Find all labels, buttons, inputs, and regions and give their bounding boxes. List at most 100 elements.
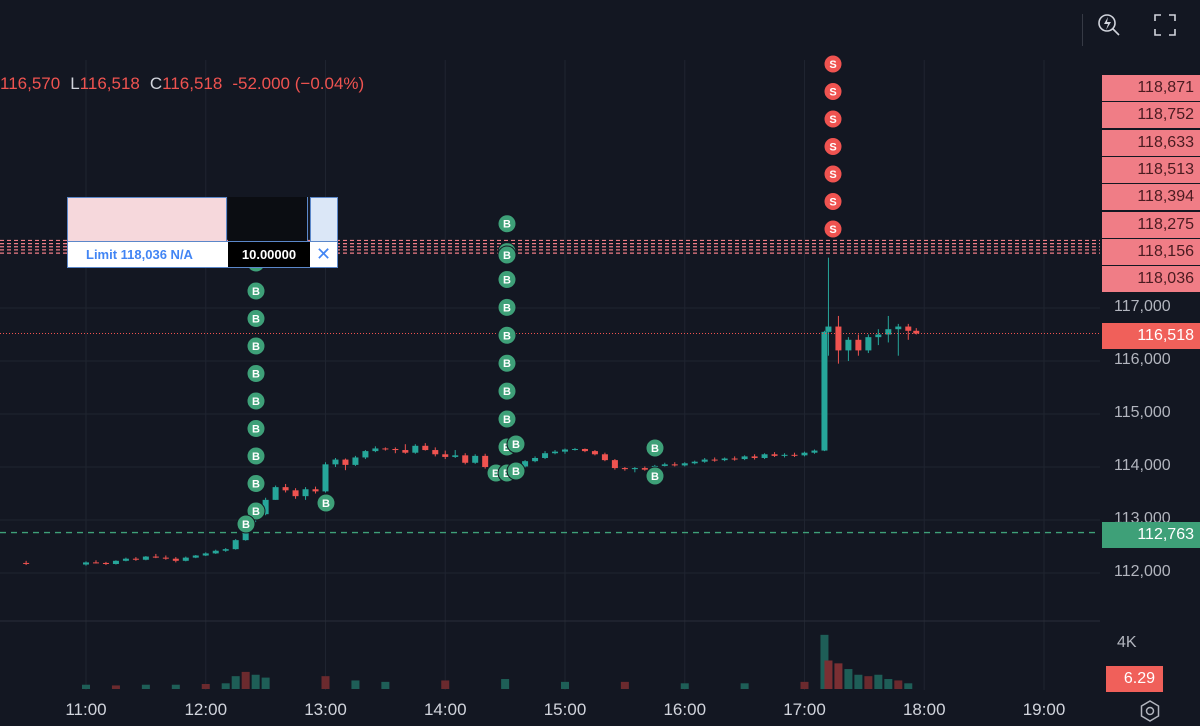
candle-body bbox=[312, 489, 319, 492]
candle-body bbox=[791, 454, 798, 456]
candle-body bbox=[232, 540, 239, 550]
volume-bar bbox=[201, 684, 210, 689]
buy-marker-label: B bbox=[252, 451, 260, 463]
candle-body bbox=[172, 558, 179, 561]
buy-marker-circle bbox=[497, 325, 517, 345]
candle-body bbox=[202, 553, 209, 556]
candle-body bbox=[402, 450, 409, 453]
candle-body bbox=[102, 562, 109, 564]
buy-marker-label: B bbox=[252, 341, 260, 353]
candle-body bbox=[272, 487, 279, 500]
buy-marker-circle bbox=[497, 214, 517, 234]
candle-body bbox=[262, 499, 269, 515]
candle-body bbox=[462, 455, 469, 463]
buy-marker-label: B bbox=[503, 442, 511, 454]
buy-marker-circle bbox=[497, 297, 517, 317]
sell-marker-label: S bbox=[829, 87, 836, 99]
candle-body bbox=[542, 453, 549, 458]
time-tick-label: 16:00 bbox=[663, 700, 707, 719]
cancel-order-close-icon[interactable]: ✕ bbox=[310, 242, 337, 267]
buy-marker-circle bbox=[497, 381, 517, 401]
volume-bar bbox=[864, 676, 873, 689]
candle-body bbox=[701, 459, 708, 462]
price-tick-label: 117,000 bbox=[1114, 298, 1171, 315]
trade-markers: BBBBBBBBBBBBBBBBBBBBBBBBBBBBBSSSSSSS bbox=[236, 54, 843, 534]
candles bbox=[23, 257, 920, 566]
sell-level-badge: 118,513 bbox=[1102, 156, 1200, 183]
limit-order-row[interactable]: Limit 118,036 N/A 10.00000 ✕ bbox=[67, 241, 338, 268]
candle-body bbox=[132, 558, 139, 560]
chart-settings-gear-icon[interactable] bbox=[1139, 700, 1161, 722]
stacked-order-quantities bbox=[228, 197, 308, 245]
buy-marker-circle bbox=[246, 281, 266, 301]
close-value: 116,518 bbox=[162, 74, 223, 93]
volume-bar bbox=[441, 680, 450, 689]
sell-marker-circle bbox=[823, 109, 843, 129]
buy-marker-circle bbox=[645, 438, 665, 458]
volume-bar bbox=[261, 677, 270, 689]
buy-marker-circle bbox=[246, 474, 266, 493]
price-tick-label: 115,000 bbox=[1114, 404, 1171, 421]
candle-body bbox=[621, 468, 628, 470]
candle-body bbox=[83, 562, 89, 565]
candle-body bbox=[532, 457, 539, 462]
low-key: L bbox=[70, 74, 80, 93]
limit-order-label[interactable]: Limit 118,036 N/A bbox=[68, 242, 228, 267]
candle-body bbox=[781, 454, 788, 456]
candle-body bbox=[482, 455, 489, 467]
fullscreen-icon[interactable] bbox=[1150, 10, 1180, 40]
candle-body bbox=[452, 455, 459, 457]
candle-body bbox=[631, 468, 638, 470]
candle-body bbox=[835, 326, 842, 351]
buy-marker-label: B bbox=[252, 506, 260, 518]
buy-marker-label: B bbox=[512, 466, 520, 478]
chart-toolbar bbox=[1094, 10, 1180, 40]
limit-order-quantity[interactable]: 10.00000 bbox=[228, 242, 310, 267]
candle-body bbox=[112, 560, 119, 564]
sell-level-badge: 118,036 bbox=[1102, 266, 1200, 293]
volume-bar bbox=[874, 674, 883, 689]
buy-marker-label: B bbox=[651, 443, 659, 455]
close-key: C bbox=[149, 74, 163, 93]
limit-order-panel[interactable]: Limit 118,036 N/A 10.00000 ✕ bbox=[67, 197, 338, 269]
time-tick-label: 15:00 bbox=[543, 700, 587, 719]
candle-body bbox=[322, 464, 329, 492]
sell-level-badge: 118,871 bbox=[1102, 75, 1200, 101]
candle-body bbox=[552, 451, 559, 454]
buy-marker-label: B bbox=[503, 386, 511, 398]
candle-body bbox=[382, 448, 389, 450]
buy-marker-label: B bbox=[322, 498, 330, 510]
volume-bar bbox=[904, 683, 913, 689]
low-value: 116,518 bbox=[79, 74, 140, 93]
candle-body bbox=[811, 450, 818, 453]
buy-marker-label: B bbox=[252, 396, 260, 408]
candle-body bbox=[661, 464, 668, 466]
volume-bar bbox=[351, 680, 360, 689]
volume-bar bbox=[231, 676, 240, 689]
candle-body bbox=[591, 451, 598, 455]
candle-body bbox=[332, 459, 339, 465]
buy-marker-label: B bbox=[503, 275, 511, 287]
lightning-zoom-icon[interactable] bbox=[1094, 10, 1124, 40]
buy-marker-circle bbox=[246, 391, 266, 411]
sell-marker-label: S bbox=[829, 142, 836, 154]
sell-level-badge: 118,156 bbox=[1102, 238, 1200, 265]
buy-marker-circle bbox=[506, 461, 526, 481]
buy-marker-label: B bbox=[503, 330, 511, 342]
grid bbox=[0, 60, 1100, 690]
buy-marker-circle bbox=[246, 446, 266, 466]
volume-bar bbox=[501, 679, 510, 689]
candle-body bbox=[895, 326, 902, 330]
buy-marker-circle bbox=[246, 309, 266, 328]
candle-body bbox=[432, 450, 439, 455]
price-tick-label: 112,000 bbox=[1114, 563, 1171, 580]
sell-marker-label: S bbox=[829, 224, 836, 236]
sell-level-badge: 118,752 bbox=[1102, 102, 1200, 129]
volume-bar bbox=[321, 676, 330, 689]
candle-body bbox=[905, 326, 912, 331]
candle-body bbox=[741, 456, 748, 460]
buy-marker-circle bbox=[497, 353, 517, 373]
buy-marker-label: B bbox=[503, 250, 511, 262]
buy-marker-circle bbox=[497, 409, 517, 429]
